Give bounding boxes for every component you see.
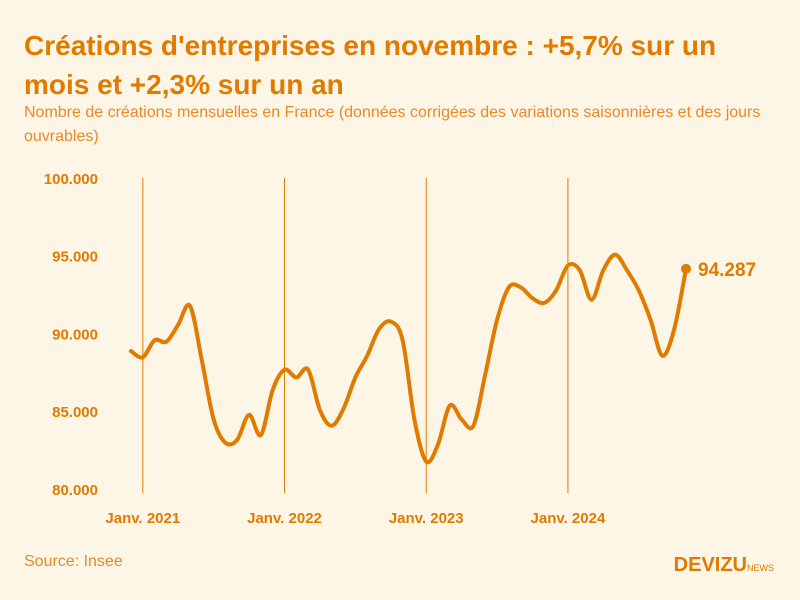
brand: DEVIZUNEWS (674, 554, 774, 577)
y-tick-label: 85.000 (52, 404, 98, 421)
y-tick-label: 95.000 (52, 249, 98, 266)
x-tick-label: Janv. 2021 (105, 510, 180, 527)
value-label: 94.287 (698, 260, 756, 281)
brand-suffix: NEWS (747, 563, 774, 573)
y-tick-label: 100.000 (44, 171, 98, 188)
x-tick-label: Janv. 2024 (531, 510, 606, 527)
end-point (681, 263, 691, 274)
x-tick-label: Janv. 2023 (389, 510, 464, 527)
x-tick-label: Janv. 2022 (247, 510, 322, 527)
y-tick-label: 80.000 (52, 482, 98, 499)
y-tick-label: 90.000 (52, 326, 98, 343)
data-line (129, 252, 688, 465)
chart-subtitle: Nombre de créations mensuelles en France… (24, 104, 761, 145)
source: Source: Insee (24, 553, 123, 570)
chart-title: Créations d'entreprises en novembre : +5… (24, 30, 717, 100)
brand-name: DEVIZU (673, 554, 747, 576)
